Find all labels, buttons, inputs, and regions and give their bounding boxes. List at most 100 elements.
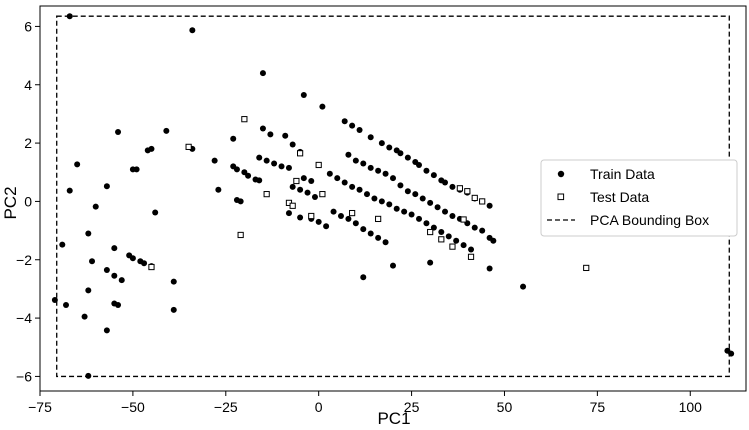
test-data-point: [427, 228, 434, 236]
train-data-point: [442, 179, 449, 186]
test-data-point: [438, 236, 445, 243]
legend: Train Data Test Data PCA Bounding Box: [540, 159, 738, 237]
test-data-point: [293, 177, 300, 185]
train-data-point: [401, 208, 408, 215]
train-data-point: [59, 241, 66, 248]
train-data-point: [66, 187, 73, 194]
test-data-point: [449, 243, 456, 250]
train-data-point: [382, 239, 389, 246]
train-data-point: [360, 274, 367, 281]
x-tick-label: −75: [28, 399, 52, 415]
train-data-point: [337, 213, 344, 219]
train-data-point: [471, 224, 478, 231]
train-data-point: [349, 122, 356, 129]
train-data-point: [352, 220, 359, 227]
test-data-point: [241, 116, 248, 123]
train-data-point: [330, 208, 337, 215]
train-data-point: [304, 189, 311, 196]
train-data-point: [297, 186, 304, 193]
train-data-point: [66, 13, 73, 20]
train-data-point: [728, 350, 735, 357]
x-tick-label: −25: [214, 399, 238, 415]
test-data-point: [464, 188, 471, 195]
legend-train-label: Train Data: [590, 166, 655, 182]
train-data-point: [133, 166, 140, 173]
test-data-point: [308, 212, 315, 220]
test-data-point: [456, 185, 463, 192]
train-data-point: [412, 191, 419, 198]
train-data-point: [326, 170, 333, 177]
test-data-point: [583, 264, 590, 272]
train-data-point: [408, 211, 415, 218]
train-data-point: [341, 118, 348, 125]
x-tick-label: 50: [497, 399, 513, 415]
train-data-point: [115, 301, 122, 308]
train-data-point: [390, 175, 396, 182]
legend-test-label: Test Data: [590, 189, 649, 205]
train-data-point: [230, 135, 237, 142]
train-data-point: [63, 301, 70, 308]
train-data-point: [85, 230, 92, 237]
legend-box-label: PCA Bounding Box: [590, 212, 709, 228]
train-data-point: [144, 147, 151, 154]
train-data-point: [345, 215, 352, 222]
test-data-point: [185, 143, 192, 150]
y-axis-label: PC2: [1, 186, 20, 219]
test-data-point: [471, 194, 478, 202]
train-data-point: [285, 210, 292, 217]
plot-area: [51, 13, 735, 379]
x-tick-label: 100: [679, 399, 703, 415]
train-data-point: [363, 191, 370, 198]
train-data-point: [404, 188, 411, 195]
train-data-point: [341, 179, 348, 186]
train-data-point: [311, 194, 318, 201]
test-data-point: [315, 161, 322, 169]
train-data-point: [323, 223, 330, 230]
train-data-point: [85, 372, 92, 379]
test-data-point: [349, 209, 356, 217]
y-tick-label: 4: [24, 77, 32, 93]
train-data-point: [141, 260, 148, 267]
y-tick-label: −4: [16, 310, 32, 326]
train-data-point: [111, 245, 118, 252]
train-data-point: [215, 186, 222, 193]
x-tick-label: 25: [404, 399, 420, 415]
train-data-point: [419, 195, 426, 202]
test-data-point: [289, 202, 296, 209]
train-data-point: [490, 237, 497, 244]
train-data-point: [367, 134, 374, 141]
train-data-point: [103, 183, 110, 190]
train-data-point: [442, 208, 449, 215]
train-data-point: [267, 131, 274, 138]
train-data-point: [449, 183, 456, 190]
train-data-point: [430, 172, 437, 179]
train-data-point: [486, 202, 493, 209]
x-tick-label: −50: [121, 399, 145, 415]
train-data-point: [360, 226, 367, 233]
train-data-point: [360, 160, 367, 167]
train-data-point: [81, 313, 88, 320]
train-data-point: [289, 141, 296, 148]
y-tick-label: −6: [16, 368, 32, 384]
train-data-point: [89, 258, 96, 265]
y-tick-label: 6: [24, 18, 32, 34]
legend-test-marker: [557, 193, 565, 201]
train-data-point: [486, 265, 493, 272]
train-data-point: [453, 237, 460, 244]
train-data-point: [152, 209, 159, 216]
train-data-point: [356, 186, 363, 193]
train-data-point: [103, 266, 110, 273]
train-data-point: [319, 103, 326, 110]
train-data-point: [289, 183, 296, 190]
train-data-point: [449, 213, 456, 219]
train-data-point: [378, 198, 385, 205]
train-data-point: [397, 150, 404, 157]
legend-train-marker: [557, 170, 565, 178]
train-data-point: [115, 129, 122, 135]
train-data-point: [285, 164, 292, 171]
train-data-point: [271, 160, 278, 167]
train-data-point: [256, 154, 263, 161]
train-data-point: [103, 327, 110, 334]
train-data-point: [386, 201, 393, 208]
train-data-point: [460, 242, 467, 249]
